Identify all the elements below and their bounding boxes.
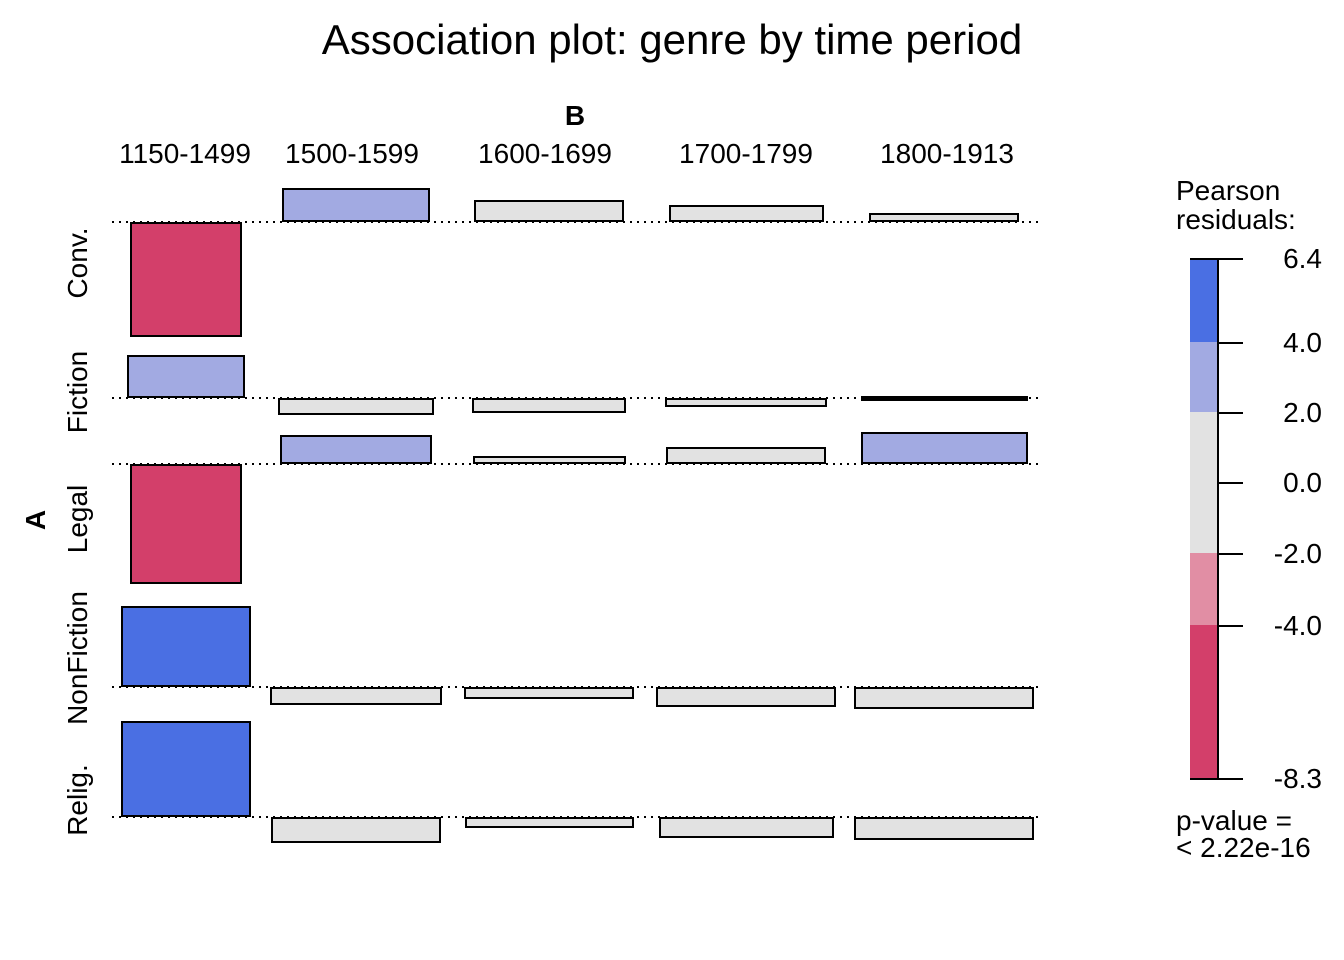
residual-bar bbox=[278, 398, 434, 415]
legend-tick-label: 4.0 bbox=[1283, 327, 1322, 358]
residual-bar bbox=[854, 687, 1034, 709]
legend-color-segment bbox=[1190, 342, 1217, 412]
residual-bar bbox=[270, 687, 442, 705]
y-axis-tick-label: NonFiction bbox=[62, 591, 93, 725]
residual-bar bbox=[130, 222, 242, 337]
residual-bar bbox=[474, 200, 624, 222]
x-axis-tick-label: 1600-1699 bbox=[478, 138, 612, 169]
residual-bar bbox=[665, 398, 827, 407]
residual-bar bbox=[271, 817, 441, 843]
residual-bar bbox=[282, 188, 430, 222]
residual-bar-zero bbox=[860, 396, 1028, 401]
x-axis-tick-label: 1800-1913 bbox=[880, 138, 1014, 169]
residual-bar bbox=[869, 213, 1019, 222]
residual-bar bbox=[854, 817, 1034, 840]
residual-bar bbox=[860, 432, 1028, 464]
legend-bar-bottom-border bbox=[1190, 778, 1243, 780]
residual-bar bbox=[280, 435, 432, 464]
x-axis-tick-label: 1150-1499 bbox=[119, 138, 251, 169]
residual-bar bbox=[658, 817, 834, 838]
legend-color-segment bbox=[1190, 553, 1217, 625]
chart-title: Association plot: genre by time period bbox=[321, 16, 1023, 63]
residual-bar bbox=[130, 464, 242, 584]
legend-tick bbox=[1217, 625, 1243, 627]
legend-title-line: Pearson bbox=[1176, 175, 1281, 206]
residual-bar bbox=[472, 398, 626, 413]
row-baseline bbox=[112, 463, 1038, 465]
legend-tick bbox=[1217, 342, 1243, 344]
legend-p-value-line: p-value = bbox=[1176, 805, 1292, 836]
legend-tick-label: 2.0 bbox=[1283, 397, 1322, 428]
residual-bar bbox=[472, 456, 626, 464]
residual-bar bbox=[666, 447, 826, 464]
y-axis-tick-label: Fiction bbox=[62, 350, 93, 434]
y-axis-tick-label: Conv. bbox=[62, 227, 93, 299]
x-axis-tick-label: 1500-1599 bbox=[285, 138, 419, 169]
legend-tick bbox=[1217, 412, 1243, 414]
x-axis-tick-label: 1700-1799 bbox=[679, 138, 813, 169]
legend-tick-label: -8.3 bbox=[1273, 763, 1322, 794]
legend-tick-label: 6.4 bbox=[1283, 243, 1322, 274]
y-axis-tick-label: Legal bbox=[62, 484, 93, 554]
legend-tick-label: 0.0 bbox=[1283, 467, 1322, 498]
residual-bar bbox=[464, 687, 634, 699]
y-axis-title: A bbox=[20, 509, 51, 531]
residual-bar bbox=[668, 205, 824, 222]
legend-tick bbox=[1217, 553, 1243, 555]
residual-bar bbox=[127, 355, 245, 398]
legend-tick bbox=[1217, 482, 1243, 484]
legend-color-segment bbox=[1190, 625, 1217, 778]
legend-color-segment bbox=[1190, 258, 1217, 342]
legend-tick-label: -2.0 bbox=[1273, 538, 1322, 569]
residual-bar bbox=[121, 721, 251, 817]
legend-title-line: residuals: bbox=[1176, 204, 1296, 235]
residual-bar bbox=[121, 606, 251, 687]
x-axis-title: B bbox=[564, 100, 586, 131]
legend-p-value-line: < 2.22e-16 bbox=[1176, 832, 1311, 863]
legend-tick-label: -4.0 bbox=[1273, 610, 1322, 641]
y-axis-tick-label: Relig. bbox=[62, 764, 93, 836]
legend-bar-right-border bbox=[1217, 258, 1219, 780]
residual-bar bbox=[464, 817, 634, 828]
legend-color-segment bbox=[1190, 412, 1217, 553]
row-baseline bbox=[112, 221, 1038, 223]
residual-bar bbox=[656, 687, 836, 707]
legend-bar-top-border bbox=[1190, 258, 1243, 260]
